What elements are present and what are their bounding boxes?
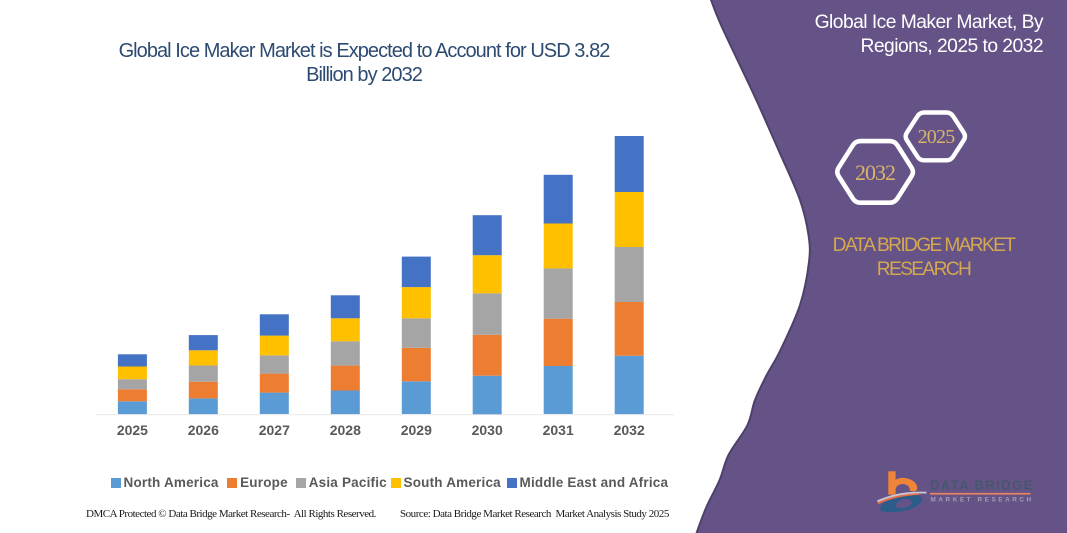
svg-text:DATA BRIDGE: DATA BRIDGE (930, 478, 1034, 493)
svg-text:MARKET RESEARCH: MARKET RESEARCH (931, 497, 1034, 504)
